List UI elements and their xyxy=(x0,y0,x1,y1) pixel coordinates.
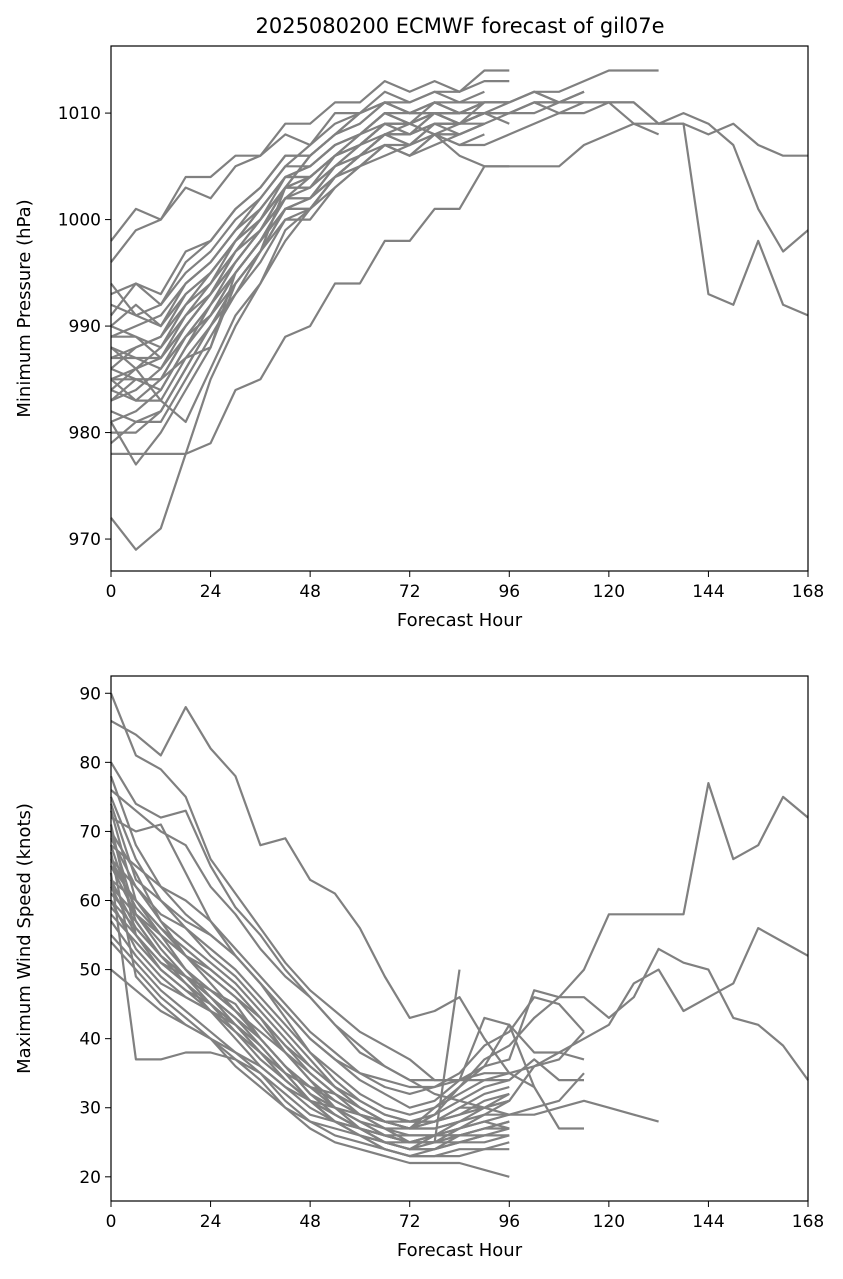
pressure-series-line-16 xyxy=(110,122,485,423)
wind-series-line-14 xyxy=(110,878,510,1123)
pressure-x-tick-label: 72 xyxy=(399,582,421,602)
wind-series-group xyxy=(109,692,809,1178)
pressure-y-tick-label: 1000 xyxy=(58,211,101,231)
pressure-x-tick-label: 168 xyxy=(792,582,824,602)
pressure-series-line-4 xyxy=(110,101,809,423)
wind-x-tick-label: 168 xyxy=(792,1212,824,1232)
wind-series-line-4 xyxy=(110,830,809,1130)
wind-series-line-7 xyxy=(110,761,584,1082)
pressure-series-line-30 xyxy=(110,111,485,391)
wind-y-tick-label: 70 xyxy=(79,822,101,842)
wind-series-line-27 xyxy=(109,775,510,1123)
wind-series-line-10 xyxy=(110,844,585,1096)
wind-x-tick-label: 72 xyxy=(399,1212,421,1232)
pressure-series-line-7 xyxy=(110,101,660,328)
pressure-series-line-2 xyxy=(111,165,510,455)
pressure-x-axis-label: Forecast Hour xyxy=(397,610,523,631)
wind-x-tick-label: 96 xyxy=(498,1212,520,1232)
wind-ticks: 0 24 48 72 96 120 144 168 20 30 40 50 60 70 80 90 xyxy=(79,684,824,1232)
pressure-series-group xyxy=(110,69,809,551)
wind-series-line-28 xyxy=(109,796,510,1130)
pressure-series-line-23 xyxy=(110,90,585,317)
wind-series-line-25 xyxy=(110,865,510,1144)
wind-series-line-23 xyxy=(110,934,510,1158)
wind-series-line-2 xyxy=(110,781,809,1130)
wind-x-tick-label: 0 xyxy=(106,1212,117,1232)
wind-series-line-8 xyxy=(109,692,584,1130)
pressure-axes-frame xyxy=(110,45,809,572)
pressure-x-tick-label: 24 xyxy=(200,582,222,602)
pressure-series-line-21 xyxy=(110,122,485,423)
pressure-series-line-28 xyxy=(111,101,485,349)
pressure-series-line-27 xyxy=(111,133,485,434)
wind-x-axis-label: Forecast Hour xyxy=(397,1240,523,1261)
pressure-x-tick-label: 144 xyxy=(692,582,724,602)
wind-x-tick-label: 144 xyxy=(692,1212,724,1232)
pressure-y-tick-label: 970 xyxy=(69,530,101,550)
pressure-ticks: 0 24 48 72 96 120 144 168 970 980 990 1000 1010 xyxy=(58,104,824,602)
pressure-x-tick-label: 120 xyxy=(593,582,625,602)
pressure-series-line-8 xyxy=(110,69,510,242)
wind-series-line-33 xyxy=(110,879,461,1158)
wind-series-line-6 xyxy=(110,816,585,1089)
pressure-series-line-14 xyxy=(110,112,485,381)
pressure-y-axis-label: Minimum Pressure (hPa) xyxy=(14,199,35,417)
pressure-y-tick-label: 1010 xyxy=(58,104,101,124)
wind-x-tick-label: 24 xyxy=(200,1212,222,1232)
pressure-panel: 0 24 48 72 96 120 144 168 970 980 990 1000 1010 Fore… xyxy=(14,45,824,631)
wind-series-line-34 xyxy=(110,858,461,1144)
pressure-x-tick-label: 0 xyxy=(106,582,117,602)
wind-y-tick-label: 90 xyxy=(79,684,101,704)
wind-series-line-11 xyxy=(109,803,536,1109)
wind-y-tick-label: 60 xyxy=(79,892,101,912)
wind-y-tick-label: 50 xyxy=(79,961,101,981)
pressure-y-tick-label: 980 xyxy=(69,424,101,444)
pressure-series-line-26 xyxy=(110,112,485,402)
pressure-y-tick-label: 990 xyxy=(69,317,101,337)
wind-y-tick-label: 40 xyxy=(79,1030,101,1050)
wind-series-line-29 xyxy=(110,941,510,1178)
wind-axes-frame xyxy=(110,675,809,1202)
pressure-x-tick-label: 48 xyxy=(299,582,321,602)
wind-y-tick-label: 30 xyxy=(79,1099,101,1119)
pressure-series-line-29 xyxy=(110,101,485,370)
wind-panel: 0 24 48 72 96 120 144 168 20 30 40 50 60 70 80 90 Forec… xyxy=(14,675,824,1261)
pressure-series-line-11 xyxy=(110,90,585,317)
wind-y-tick-label: 20 xyxy=(79,1168,101,1188)
wind-x-tick-label: 48 xyxy=(299,1212,321,1232)
wind-y-tick-label: 80 xyxy=(79,753,101,773)
pressure-series-line-9 xyxy=(110,79,510,263)
wind-x-tick-label: 120 xyxy=(593,1212,625,1232)
wind-series-line-9 xyxy=(110,789,585,1116)
pressure-x-tick-label: 96 xyxy=(498,582,520,602)
wind-series-line-1 xyxy=(110,705,511,1074)
chart-title: 2025080200 ECMWF forecast of gil07e xyxy=(255,14,664,38)
wind-y-axis-label: Maximum Wind Speed (knots) xyxy=(14,803,35,1074)
